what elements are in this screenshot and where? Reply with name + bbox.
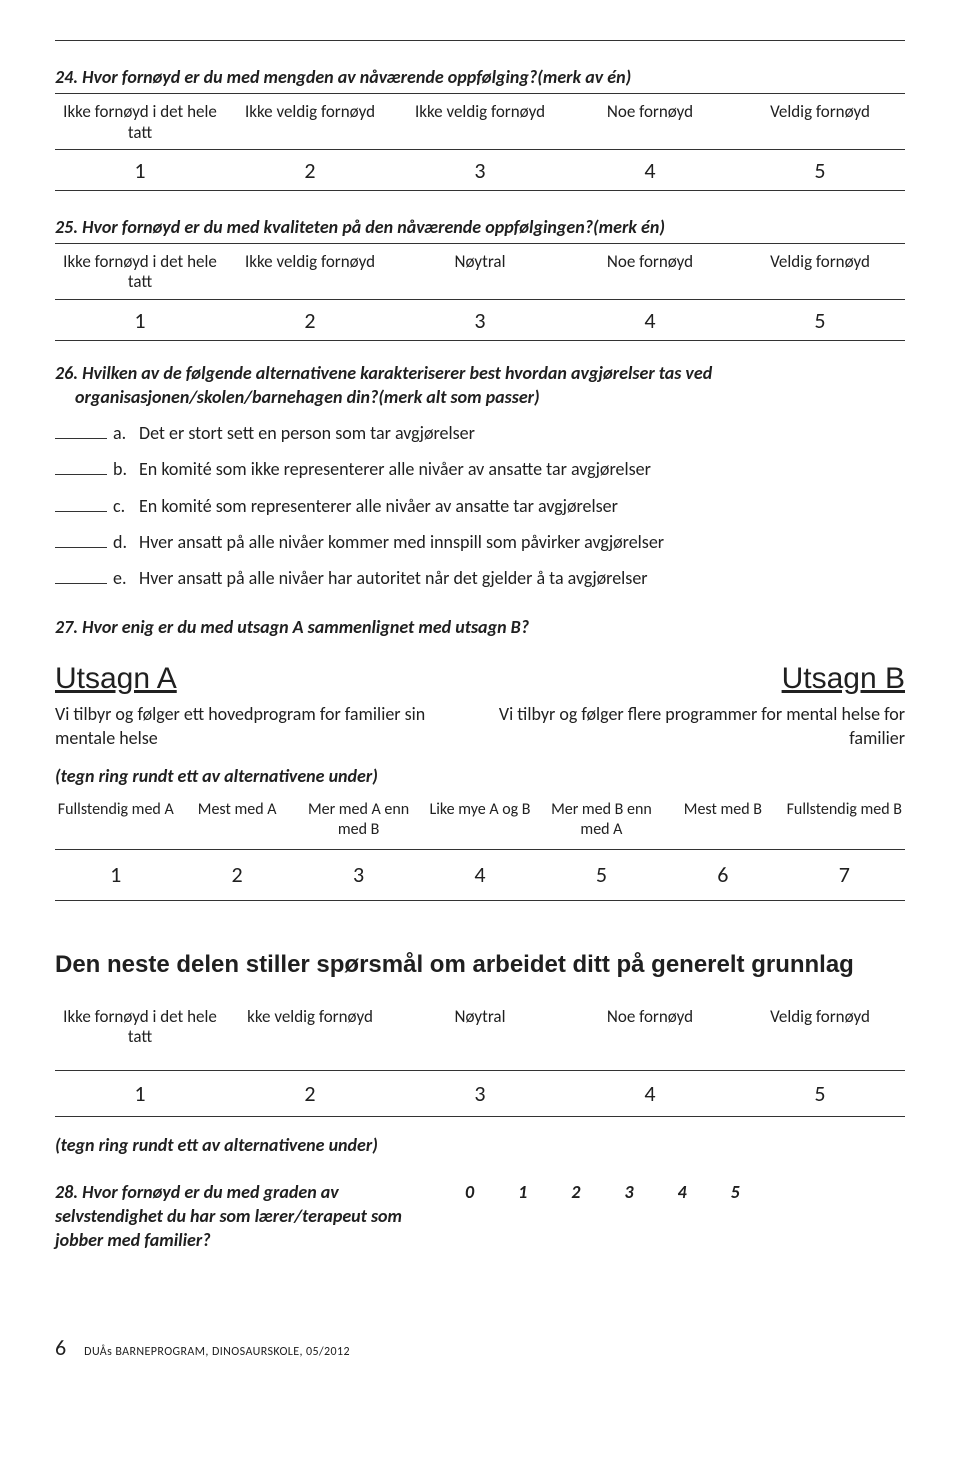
sec-h3: Nøytral [395, 1003, 565, 1070]
q26-c-letter: c. [113, 494, 139, 518]
q26-a-letter: a. [113, 421, 139, 445]
sec-h2: kke veldig fornøyd [225, 1003, 395, 1070]
q24-n4[interactable]: 4 [565, 149, 735, 191]
q26-e-blank[interactable] [55, 583, 107, 584]
utsagn-a-title: Utsagn A [55, 659, 463, 700]
utsagn-a-block: Utsagn A Vi tilbyr og følger ett hovedpr… [55, 659, 463, 750]
footer: 6 DUÅs BARNEPROGRAM, DINOSAURSKOLE, 05/2… [55, 1333, 905, 1363]
q27-n2[interactable]: 2 [176, 849, 297, 901]
q26-a-text: Det er stort sett en person som tar avgj… [139, 421, 905, 445]
page-number: 6 [55, 1333, 66, 1363]
q24-n2[interactable]: 2 [225, 149, 395, 191]
q27-h7: Fullstendig med B [784, 796, 905, 842]
q27-instruction: (tegn ring rundt ett av alternativene un… [55, 764, 905, 788]
q26-d-letter: d. [113, 530, 139, 554]
sec-h4: Noe fornøyd [565, 1003, 735, 1070]
q26-b-blank[interactable] [55, 474, 107, 475]
sec-h1: Ikke fornøyd i det hele tatt [55, 1003, 225, 1070]
section-instruction: (tegn ring rundt ett av alternativene un… [55, 1133, 905, 1157]
q25-h5: Veldig fornøyd [735, 244, 905, 299]
sec-n3: 3 [395, 1070, 565, 1118]
q27-n4[interactable]: 4 [419, 849, 540, 901]
section-scale: Ikke fornøyd i det hele tatt kke veldig … [55, 1003, 905, 1117]
q24-h2: Ikke veldig fornøyd [225, 94, 395, 149]
q25-h4: Noe fornøyd [565, 244, 735, 299]
q27-h1: Fullstendig med A [55, 796, 176, 842]
q25-n2[interactable]: 2 [225, 299, 395, 341]
utsagn-b-title: Utsagn B [463, 659, 905, 700]
sec-n1: 1 [55, 1070, 225, 1118]
q27-n5[interactable]: 5 [541, 849, 662, 901]
q25-n3[interactable]: 3 [395, 299, 565, 341]
q25-scale: Ikke fornøyd i det hele tatt Ikke veldig… [55, 243, 905, 340]
q27-scale: Fullstendig med A Mest med A Mer med A e… [55, 796, 905, 900]
q27-n3[interactable]: 3 [298, 849, 419, 901]
q28-n4[interactable]: 4 [678, 1180, 687, 1204]
q28-row: 28. Hvor fornøyd er du med graden av sel… [55, 1180, 905, 1253]
q25-title: 25. Hvor fornøyd er du med kvaliteten på… [55, 215, 905, 239]
footer-text: DUÅs BARNEPROGRAM, DINOSAURSKOLE, 05/201… [84, 1344, 350, 1360]
q28-n5[interactable]: 5 [731, 1180, 740, 1204]
q27-n1[interactable]: 1 [55, 849, 176, 901]
q26-e-text: Hver ansatt på alle nivåer har autoritet… [139, 566, 905, 590]
q26-d-blank[interactable] [55, 547, 107, 548]
q28-n2[interactable]: 2 [571, 1180, 580, 1204]
q24-scale: Ikke fornøyd i det hele tatt Ikke veldig… [55, 93, 905, 190]
q24-n1[interactable]: 1 [55, 149, 225, 191]
sec-n4: 4 [565, 1070, 735, 1118]
q27-title: 27. Hvor enig er du med utsagn A sammenl… [55, 615, 905, 639]
q28-n0[interactable]: 0 [465, 1180, 474, 1204]
q28-text: 28. Hvor fornøyd er du med graden av sel… [55, 1180, 435, 1253]
section-header: Den neste delen stiller spørsmål om arbe… [55, 949, 905, 981]
q26-e-letter: e. [113, 566, 139, 590]
utsagn-a-sub: Vi tilbyr og følger ett hovedprogram for… [55, 703, 463, 750]
q26-item-e: e. Hver ansatt på alle nivåer har autori… [55, 566, 905, 590]
q25-n5[interactable]: 5 [735, 299, 905, 341]
q24-h3: Ikke veldig fornøyd [395, 94, 565, 149]
q27-h3: Mer med A enn med B [298, 796, 419, 842]
q26-a-blank[interactable] [55, 438, 107, 439]
q26-b-text: En komité som ikke representerer alle ni… [139, 457, 905, 481]
q24-h1: Ikke fornøyd i det hele tatt [55, 94, 225, 149]
q25-h2: Ikke veldig fornøyd [225, 244, 395, 299]
q28-n3[interactable]: 3 [624, 1180, 633, 1204]
q27-h5: Mer med B enn med A [541, 796, 662, 842]
q26-c-blank[interactable] [55, 511, 107, 512]
q24-n3[interactable]: 3 [395, 149, 565, 191]
top-rule [55, 40, 905, 41]
utsagn-b-block: Utsagn B Vi tilbyr og følger flere progr… [463, 659, 905, 750]
q25-h1: Ikke fornøyd i det hele tatt [55, 244, 225, 299]
q24-title: 24. Hvor fornøyd er du med mengden av nå… [55, 65, 905, 89]
q24-n5[interactable]: 5 [735, 149, 905, 191]
q25-h3: Nøytral [395, 244, 565, 299]
q26-item-c: c. En komité som representerer alle nivå… [55, 494, 905, 518]
q26-item-a: a. Det er stort sett en person som tar a… [55, 421, 905, 445]
sec-n5: 5 [735, 1070, 905, 1118]
q26-c-text: En komité som representerer alle nivåer … [139, 494, 905, 518]
q25-n1[interactable]: 1 [55, 299, 225, 341]
q28-n1[interactable]: 1 [518, 1180, 527, 1204]
q27-n7[interactable]: 7 [784, 849, 905, 901]
q26-title: 26. Hvilken av de følgende alternativene… [55, 361, 905, 410]
q26-item-b: b. En komité som ikke representerer alle… [55, 457, 905, 481]
q27-h4: Like mye A og B [419, 796, 540, 842]
q26-d-text: Hver ansatt på alle nivåer kommer med in… [139, 530, 905, 554]
sec-n2: 2 [225, 1070, 395, 1118]
q28-nums: 0 1 2 3 4 5 [465, 1180, 740, 1204]
q24-h5: Veldig fornøyd [735, 94, 905, 149]
q26-item-d: d. Hver ansatt på alle nivåer kommer med… [55, 530, 905, 554]
q25-n4[interactable]: 4 [565, 299, 735, 341]
utsagn-b-sub: Vi tilbyr og følger flere programmer for… [463, 703, 905, 750]
sec-h5: Veldig fornøyd [735, 1003, 905, 1070]
utsagn-row: Utsagn A Vi tilbyr og følger ett hovedpr… [55, 659, 905, 750]
q27-h6: Mest med B [662, 796, 783, 842]
q27-n6[interactable]: 6 [662, 849, 783, 901]
q24-h4: Noe fornøyd [565, 94, 735, 149]
q26-b-letter: b. [113, 457, 139, 481]
q27-h2: Mest med A [176, 796, 297, 842]
